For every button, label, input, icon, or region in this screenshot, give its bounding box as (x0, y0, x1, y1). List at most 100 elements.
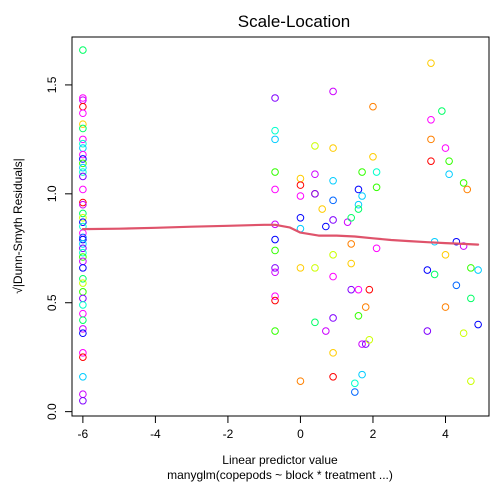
data-point (322, 222, 330, 231)
data-point (427, 157, 435, 165)
data-point (79, 135, 87, 144)
data-point (79, 279, 87, 287)
data-point (351, 388, 359, 396)
data-point (354, 205, 363, 213)
data-point (79, 294, 87, 303)
data-point (79, 198, 87, 207)
data-point (329, 144, 337, 152)
data-point (347, 285, 356, 294)
residual-points (79, 46, 482, 405)
x-axis: -6 -4 -2 0 2 4 (78, 415, 449, 441)
data-point (79, 200, 87, 209)
data-point (79, 235, 87, 244)
data-point (329, 314, 337, 322)
data-point (79, 144, 87, 152)
data-point (365, 285, 374, 294)
data-point (79, 209, 87, 218)
data-point (79, 396, 87, 405)
data-point (445, 157, 453, 165)
data-point (79, 172, 87, 181)
y-tick-label: 1.0 (45, 185, 59, 202)
data-point (79, 316, 87, 324)
data-point (358, 370, 366, 379)
data-point (329, 196, 337, 205)
data-point (354, 185, 363, 194)
data-point (271, 246, 279, 255)
x-tick-label: 4 (442, 427, 449, 441)
data-point (79, 46, 87, 54)
data-point (271, 235, 279, 244)
data-point (79, 185, 87, 194)
data-point (369, 102, 377, 111)
data-point (372, 183, 381, 192)
data-point (271, 264, 279, 272)
data-point (347, 259, 356, 268)
data-point (430, 270, 439, 279)
chart-title: Scale-Location (238, 12, 350, 31)
data-point (79, 325, 87, 333)
data-point (329, 349, 337, 357)
y-tick-label: 0.0 (45, 403, 59, 420)
data-point (347, 240, 356, 248)
data-point (311, 170, 319, 179)
data-point (311, 190, 319, 198)
data-point (79, 168, 87, 176)
data-point (441, 144, 450, 152)
data-point (79, 163, 87, 172)
data-point (423, 266, 432, 274)
data-point (372, 168, 381, 176)
data-point (427, 59, 435, 67)
data-point (79, 124, 87, 133)
data-point (459, 329, 468, 338)
data-point (438, 107, 446, 115)
data-point (467, 294, 475, 303)
data-point (271, 292, 279, 301)
data-point (354, 285, 363, 294)
data-point (79, 288, 87, 296)
data-point (271, 268, 279, 277)
data-point (311, 264, 319, 272)
data-point (271, 327, 279, 335)
data-point (79, 253, 87, 261)
data-point (296, 192, 305, 200)
data-point (358, 340, 366, 348)
x-tick-label: 2 (370, 427, 377, 441)
data-point (296, 213, 305, 222)
data-point (445, 170, 453, 179)
y-tick-label: 1.5 (45, 76, 59, 93)
x-tick-label: -4 (150, 427, 161, 441)
data-point (347, 213, 356, 222)
y-tick-label: 0.5 (45, 294, 59, 311)
data-point (351, 379, 359, 388)
data-point (79, 159, 87, 168)
data-point (296, 181, 305, 189)
data-point (459, 179, 468, 187)
data-point (271, 126, 279, 135)
data-point (358, 168, 366, 176)
data-point (372, 244, 381, 253)
data-point (369, 152, 377, 161)
data-point (452, 237, 461, 246)
data-point (427, 115, 435, 124)
data-point (329, 176, 337, 185)
data-point (358, 192, 366, 200)
data-point (79, 353, 87, 361)
data-point (296, 264, 305, 272)
data-point (79, 109, 87, 118)
data-point (467, 377, 475, 385)
data-point (463, 185, 472, 194)
data-point (329, 251, 337, 259)
data-point (354, 200, 363, 209)
data-point (271, 168, 279, 176)
data-point (79, 264, 87, 272)
data-point (79, 120, 87, 128)
data-point (79, 139, 87, 148)
data-point (311, 142, 319, 150)
data-point (474, 320, 482, 329)
data-point (318, 205, 327, 213)
data-point (329, 216, 337, 224)
x-axis-label: Linear predictor value (222, 453, 338, 467)
data-point (343, 218, 352, 226)
data-point (441, 303, 450, 311)
data-point (79, 213, 87, 222)
